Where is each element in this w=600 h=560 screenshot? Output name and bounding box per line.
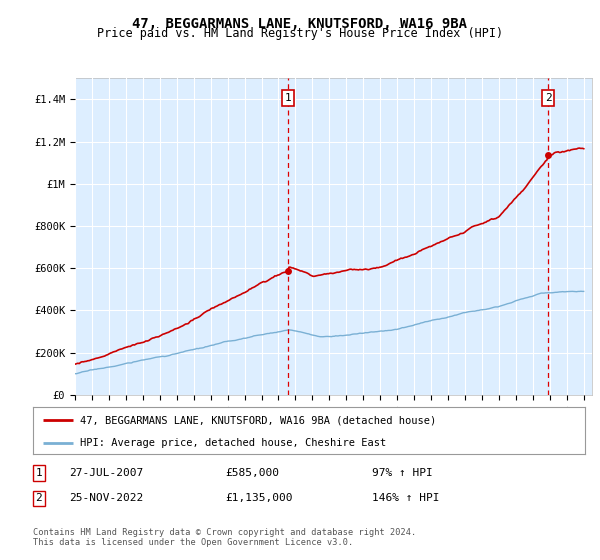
Text: Price paid vs. HM Land Registry's House Price Index (HPI): Price paid vs. HM Land Registry's House … (97, 27, 503, 40)
Text: 25-NOV-2022: 25-NOV-2022 (69, 493, 143, 503)
Text: 2: 2 (545, 93, 551, 103)
Text: HPI: Average price, detached house, Cheshire East: HPI: Average price, detached house, Ches… (80, 438, 386, 449)
Text: 47, BEGGARMANS LANE, KNUTSFORD, WA16 9BA: 47, BEGGARMANS LANE, KNUTSFORD, WA16 9BA (133, 17, 467, 31)
Text: 27-JUL-2007: 27-JUL-2007 (69, 468, 143, 478)
Text: 97% ↑ HPI: 97% ↑ HPI (372, 468, 433, 478)
Text: 47, BEGGARMANS LANE, KNUTSFORD, WA16 9BA (detached house): 47, BEGGARMANS LANE, KNUTSFORD, WA16 9BA… (80, 415, 436, 425)
Text: Contains HM Land Registry data © Crown copyright and database right 2024.
This d: Contains HM Land Registry data © Crown c… (33, 528, 416, 547)
Text: £585,000: £585,000 (225, 468, 279, 478)
Text: £1,135,000: £1,135,000 (225, 493, 293, 503)
Text: 1: 1 (285, 93, 292, 103)
Text: 146% ↑ HPI: 146% ↑ HPI (372, 493, 439, 503)
Text: 2: 2 (35, 493, 43, 503)
Text: 1: 1 (35, 468, 43, 478)
